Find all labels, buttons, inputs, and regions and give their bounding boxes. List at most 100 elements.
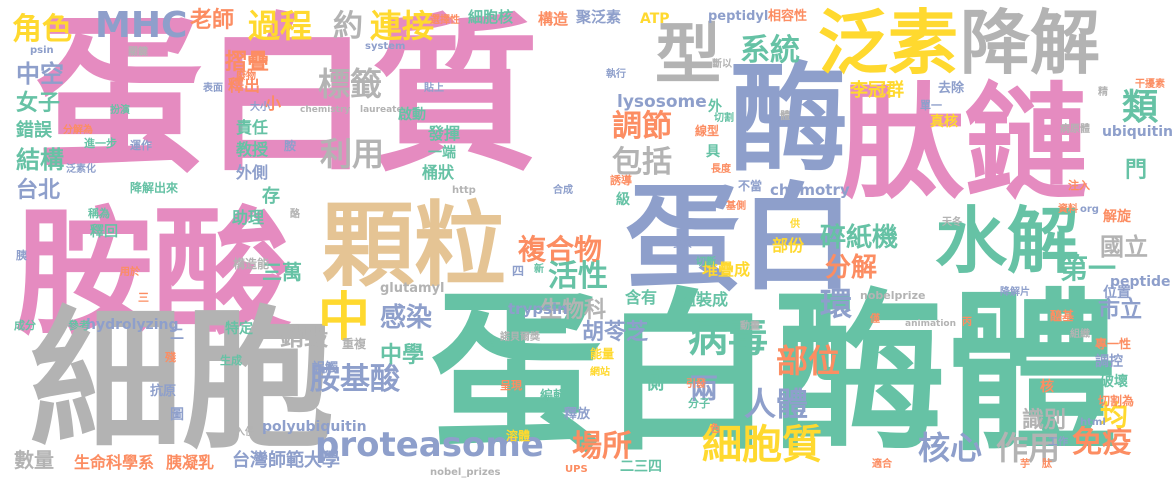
word-啟動: 啟動 [398,107,426,123]
word-類: 類 [1122,87,1159,128]
word-丙: 丙 [962,317,972,328]
word-醯基: 醯基 [1050,309,1075,323]
word-均: 均 [1100,399,1129,432]
word-胺酸: 胺酸 [15,193,292,354]
word-國立: 國立 [1100,233,1148,261]
word-入侵: 入侵 [235,427,255,438]
word-包括: 包括 [612,145,672,180]
word-nobelprize: nobelprize [860,289,926,302]
word-具: 具 [706,144,720,160]
word-存: 存 [262,186,280,207]
word-proteasome: proteasome [315,425,544,465]
word-人體: 人體 [744,385,809,423]
word-構造能: 構造能 [233,257,270,271]
word-系統: 系統 [740,33,800,68]
word-病原體: 病原體 [1060,124,1090,135]
word-結構: 結構 [16,146,64,174]
word-組裝成: 組裝成 [680,290,729,309]
word-第一: 第一 [1060,252,1117,285]
word-trypsin: trypsin [508,300,568,318]
word-單一: 單一 [920,99,942,112]
word-hydrolyzing: hydrolyzing [86,317,179,333]
word-注入: 注入 [1068,179,1090,192]
word-門: 門 [1125,158,1148,183]
word-誤觸: 誤觸 [312,361,339,376]
word-細胞: 細胞 [30,292,334,469]
word-位置: 位置 [1103,285,1131,301]
word-銷毀: 銷毀 [280,323,328,351]
word-peptidyl: peptidyl [708,9,769,24]
word-堆疊成: 堆疊成 [702,260,751,279]
word-合成: 合成 [553,185,573,196]
word-聚泛素: 聚泛素 [576,8,622,26]
word-重複: 重複 [342,337,367,351]
word-進一步: 進一步 [84,137,117,150]
word-調節: 調節 [612,109,672,144]
word-用於: 用於 [120,267,140,278]
word-肽鏈: 肽鏈 [840,72,1089,216]
word-四: 四 [512,264,525,278]
word-釋回: 釋回 [90,224,118,240]
word-MHC: MHC [95,5,188,46]
word-真核: 真核 [930,114,958,130]
word-三萬: 三萬 [262,260,302,284]
word-org: org [1080,204,1099,215]
word-引發: 引發 [686,379,706,390]
word-斷以: 斷以 [712,59,732,70]
word-扮演: 扮演 [110,105,130,116]
word-生物科: 生物科 [540,298,607,323]
word-分解為: 分解為 [63,125,93,136]
word-分解: 分解 [825,253,878,283]
word-病毒: 病毒 [688,315,768,361]
word-級: 級 [616,192,630,208]
word-成分: 成分 [14,319,36,332]
word-降解: 降解 [960,2,1100,84]
word-溶體: 溶體 [506,429,531,443]
word-環: 環 [820,285,853,323]
word-發揮: 發揮 [428,124,461,143]
word-細胞質: 細胞質 [702,422,822,468]
word-構造: 構造 [538,10,569,28]
word-外側: 外側 [236,163,269,182]
word-不當: 不當 [738,179,763,193]
word-助理: 助理 [232,208,265,227]
word-複合物: 複合物 [518,233,603,266]
word-生命科學系: 生命科學系 [74,453,155,472]
word-碎紙機: 碎紙機 [820,223,899,253]
word-二三四: 二三四 [620,459,662,475]
word-蛋白酶體: 蛋白酶體 [430,273,1118,474]
word-peptide: peptide [1110,274,1171,290]
word-連接: 連接 [370,7,435,45]
word-老師: 老師 [190,8,235,33]
word-關鍵: 關鍵 [128,47,148,58]
word-水解: 水解 [935,199,1080,283]
word-編輯: 編輯 [540,389,567,404]
word-呈現: 呈現 [500,379,522,392]
word-側: 側 [646,373,664,394]
word-解旋: 解旋 [1103,209,1131,225]
word-chymotry: chymotry [770,181,850,199]
word-貼上: 貼上 [424,83,444,94]
word-部份: 部份 [772,236,805,255]
word-場所: 場所 [572,429,632,464]
word-責任: 責任 [236,118,269,137]
word-細胞核: 細胞核 [468,8,514,26]
word-chemistry: chemistry [300,105,351,115]
word-選擇性: 選擇性 [430,15,460,26]
word-酶: 酶 [730,50,849,188]
word-長度: 長度 [711,164,731,175]
word-http: http [452,185,476,196]
word-蛋白: 蛋白 [625,172,856,306]
word-免疫: 免疫 [1072,425,1132,460]
word-作用: 作用 [996,429,1061,467]
word-女子: 女子 [16,91,61,116]
word-glutamyl: glutamyl [380,281,445,296]
word-分子: 分子 [688,397,710,410]
word-酪: 酪 [290,209,300,220]
word-誘導: 誘導 [610,174,632,187]
word-animation: animation [905,319,956,329]
word-天冬: 天冬 [942,217,962,228]
word-相容性: 相容性 [768,9,808,24]
word-部位: 部位 [776,342,841,380]
